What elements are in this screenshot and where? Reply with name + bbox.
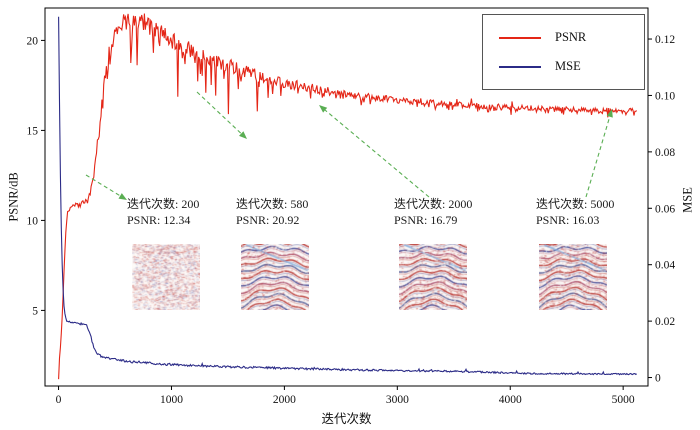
y-tick-label-right: 0.12 [655, 34, 675, 46]
annotation-label-3: 迭代次数: 2000 PSNR: 16.79 [394, 196, 472, 228]
annotation-arrowhead-4 [606, 109, 613, 118]
annotation-1-psnr: PSNR: 12.34 [127, 213, 191, 227]
x-axis-label: 迭代次数 [321, 412, 372, 426]
annotation-1-iterations: 迭代次数: 200 [127, 197, 200, 211]
legend: PSNR MSE [482, 14, 645, 90]
x-tick-label: 2000 [273, 394, 296, 406]
psnr-line-swatch [499, 36, 541, 39]
annotation-label-1: 迭代次数: 200 PSNR: 12.34 [127, 196, 199, 228]
annotation-3-psnr: PSNR: 16.79 [394, 213, 458, 227]
y-tick-label-left: 10 [27, 215, 39, 227]
annotation-arrowhead-2 [239, 131, 247, 139]
annotation-label-2: 迭代次数: 580 PSNR: 20.92 [236, 196, 308, 228]
x-tick-label: 3000 [386, 394, 409, 406]
y-tick-label-right: 0.10 [655, 90, 675, 102]
legend-entry-mse: MSE [499, 59, 644, 74]
y-tick-label-right: 0 [655, 373, 661, 385]
seismic-inset-4 [539, 244, 607, 310]
x-tick-label: 1000 [160, 394, 183, 406]
seismic-inset-2 [241, 244, 309, 310]
y-tick-label-right: 0.04 [655, 260, 675, 272]
seismic-inset-1 [132, 244, 200, 310]
x-tick-label: 4000 [499, 394, 522, 406]
y-tick-label-left: 5 [32, 305, 38, 317]
y-axis-label-right: MSE [680, 187, 695, 213]
plot-frame [44, 7, 649, 387]
legend-label-psnr: PSNR [555, 30, 587, 44]
seismic-inset-3 [399, 244, 467, 310]
annotation-4-psnr: PSNR: 16.03 [536, 213, 600, 227]
annotation-arrowhead-1 [118, 193, 127, 200]
psnr-series-line [58, 13, 638, 380]
annotation-arrow-4 [585, 116, 611, 198]
x-tick-label: 5000 [612, 394, 635, 406]
x-tick-label: 0 [56, 394, 62, 406]
annotation-2-psnr: PSNR: 20.92 [236, 213, 300, 227]
annotation-arrow-2 [196, 91, 242, 134]
annotation-2-iterations: 迭代次数: 580 [236, 197, 309, 211]
annotation-3-iterations: 迭代次数: 2000 [394, 197, 473, 211]
y-tick-label-right: 0.02 [655, 316, 675, 328]
legend-label-mse: MSE [555, 59, 581, 73]
y-axis-label-left: PSNR/dB [6, 172, 21, 222]
annotation-arrow-3 [324, 109, 430, 198]
y-tick-label-right: 0.08 [655, 147, 675, 159]
mse-line-swatch [499, 65, 541, 68]
annotation-label-4: 迭代次数: 5000 PSNR: 16.03 [536, 196, 614, 228]
y-tick-label-right: 0.06 [655, 203, 675, 215]
mse-series-line [58, 16, 638, 376]
annotation-arrowhead-3 [319, 105, 328, 113]
y-tick-label-left: 15 [27, 125, 39, 137]
legend-entry-psnr: PSNR [499, 30, 644, 45]
annotation-4-iterations: 迭代次数: 5000 [536, 197, 615, 211]
y-tick-label-left: 20 [27, 35, 39, 47]
